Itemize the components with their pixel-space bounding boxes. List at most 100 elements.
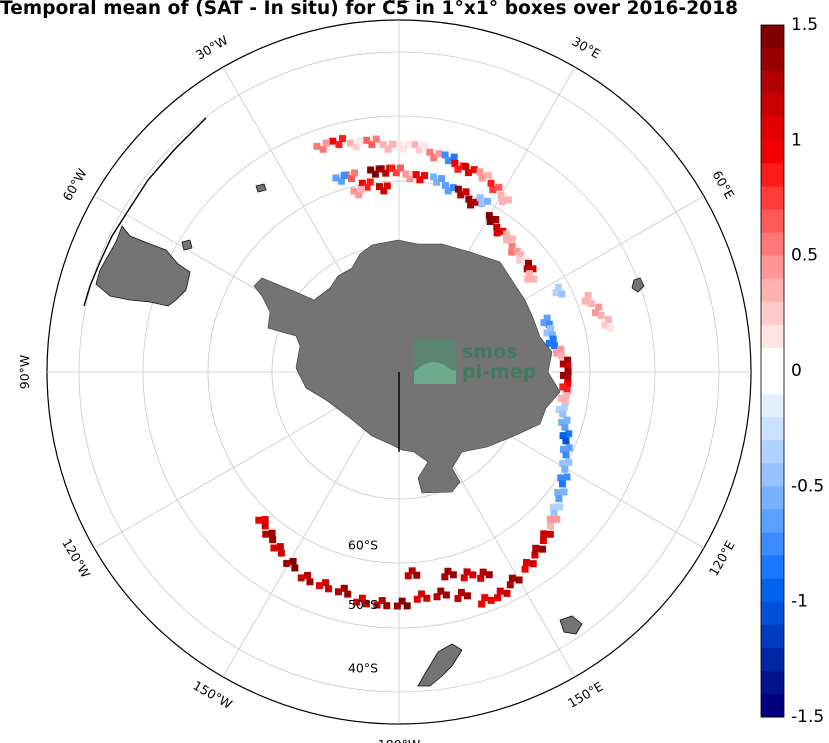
data-cell — [558, 352, 566, 360]
data-cell — [405, 140, 413, 148]
data-cell — [595, 303, 603, 311]
data-cell — [412, 171, 420, 179]
data-cell — [545, 339, 553, 347]
data-cell — [540, 530, 548, 538]
data-cell — [268, 529, 276, 537]
data-cell — [441, 151, 449, 159]
colorbar-segment — [761, 71, 784, 95]
colorbar-segment — [761, 601, 784, 626]
data-cell — [413, 571, 421, 579]
longitude-label: 60°E — [709, 168, 737, 202]
data-cell — [438, 175, 446, 183]
data-cell — [498, 198, 506, 206]
coast-line — [83, 117, 207, 307]
data-cell — [563, 387, 571, 395]
data-cell — [449, 184, 457, 192]
antarctica-landmass — [253, 239, 561, 494]
data-cell — [276, 543, 284, 551]
colorbar-frame — [760, 24, 785, 718]
data-cell — [561, 423, 569, 431]
data-cell — [322, 139, 330, 147]
data-cell — [538, 545, 546, 553]
data-cell — [319, 145, 327, 153]
data-cell — [454, 165, 462, 173]
data-cell — [380, 187, 388, 195]
data-cell — [371, 170, 379, 178]
data-cell — [363, 183, 371, 191]
data-cell — [325, 585, 333, 593]
data-cell — [389, 140, 397, 148]
data-cell — [557, 345, 565, 353]
data-cell — [503, 589, 511, 597]
data-cell — [469, 571, 477, 579]
data-cell — [372, 135, 380, 143]
data-cell — [497, 191, 505, 199]
data-cell — [562, 437, 570, 445]
latitude-label: 50°S — [348, 597, 378, 612]
data-cell — [334, 588, 342, 596]
data-cell — [553, 349, 561, 357]
data-cell — [529, 560, 537, 568]
data-cell — [384, 145, 392, 153]
data-cell — [340, 172, 348, 180]
data-cell — [476, 168, 484, 176]
data-cell — [503, 236, 511, 244]
data-cell — [376, 183, 384, 191]
data-cell — [481, 594, 489, 602]
data-cell — [540, 319, 548, 327]
data-cell — [492, 216, 500, 224]
data-cell — [558, 480, 566, 488]
data-cell — [508, 242, 516, 250]
data-cell — [504, 196, 512, 204]
data-cell — [564, 368, 572, 376]
data-cell — [457, 191, 465, 199]
data-cell — [413, 595, 421, 603]
data-cell — [564, 363, 572, 371]
data-cell — [565, 444, 573, 452]
data-cell — [400, 145, 408, 153]
data-cell — [545, 320, 553, 328]
data-cell — [355, 191, 363, 199]
data-cell — [543, 329, 551, 337]
data-cell — [421, 172, 429, 180]
longitude-label: 30°E — [570, 34, 604, 62]
data-cell — [373, 601, 381, 609]
data-cell — [462, 188, 470, 196]
data-cell — [418, 590, 426, 598]
data-cell — [430, 154, 438, 162]
data-cell — [262, 530, 270, 538]
data-cell — [396, 164, 404, 172]
data-cell — [388, 164, 396, 172]
data-cell — [454, 594, 462, 602]
colorbar-segment — [761, 301, 784, 326]
data-cell — [560, 488, 568, 496]
latitude-labels: 60°S 50°S 40°S — [348, 538, 378, 676]
data-cell — [543, 314, 551, 322]
data-cell — [508, 235, 516, 243]
data-cell — [404, 572, 412, 580]
data-cell — [291, 564, 299, 572]
data-cell — [353, 598, 361, 606]
data-cell — [606, 325, 614, 333]
data-cell — [304, 572, 312, 580]
longitude-label: 90°W — [17, 355, 32, 390]
data-cell — [435, 150, 443, 158]
colorbar-segment — [761, 324, 784, 349]
data-cell — [383, 602, 391, 610]
colorbar-segment — [761, 394, 784, 418]
data-cell — [335, 141, 343, 149]
data-cell — [531, 551, 539, 559]
data-cell — [523, 265, 531, 273]
data-cell — [495, 183, 503, 191]
data-cell — [516, 256, 524, 264]
data-cell — [563, 473, 571, 481]
data-cell — [379, 141, 387, 149]
data-cell — [563, 416, 571, 424]
data-cell — [378, 597, 386, 605]
data-cell — [522, 558, 530, 566]
longitude-label: 120°E — [706, 538, 738, 579]
island-4 — [181, 239, 193, 251]
colorbar-tick-label: -0.5 — [791, 476, 824, 496]
data-cell — [463, 568, 471, 576]
data-cell — [350, 187, 358, 195]
